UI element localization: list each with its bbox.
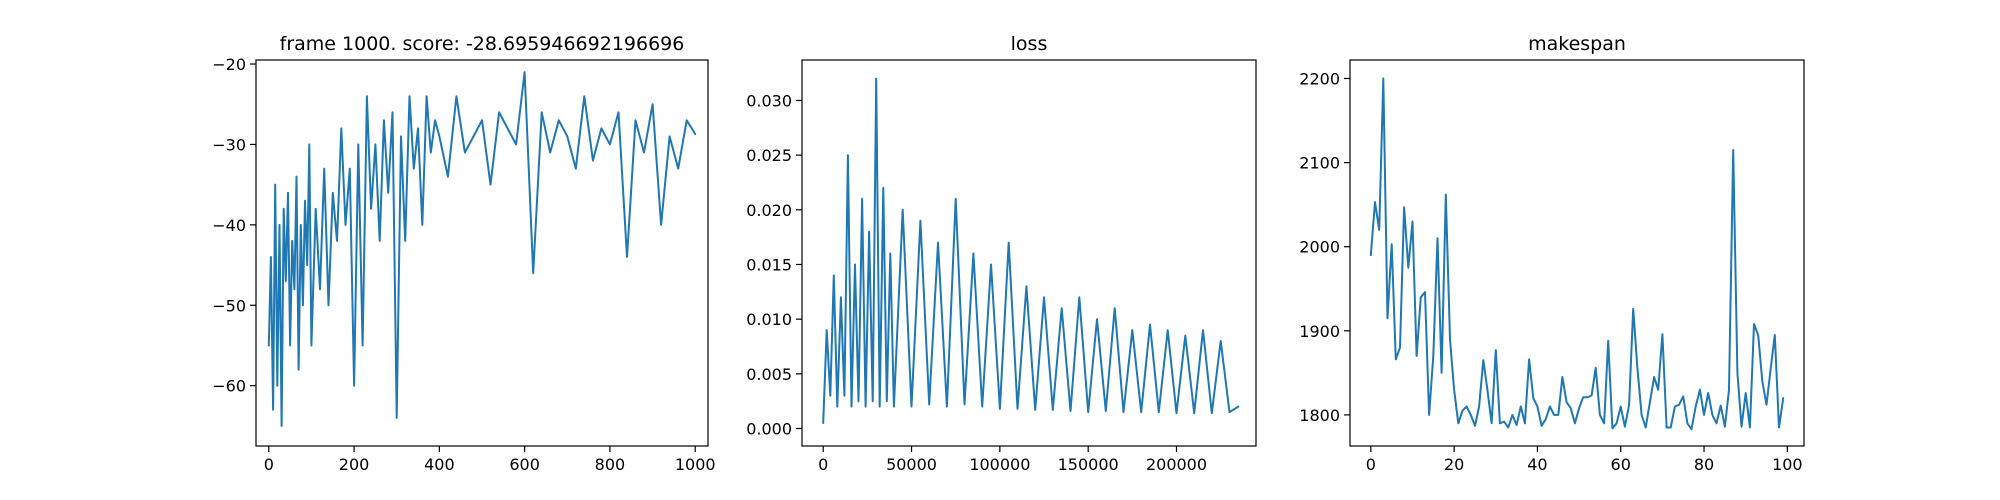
loss-axes-frame: [801, 59, 1257, 447]
makespan-y-tick-label: 1900: [1299, 322, 1340, 341]
score-x-tick-label: 200: [339, 455, 370, 474]
loss-x-tick-label: 0: [818, 455, 828, 474]
makespan-y-tick-label: 2200: [1299, 70, 1340, 89]
loss-x-tick-label: 50000: [886, 455, 937, 474]
makespan-axes-frame: [1349, 59, 1805, 447]
loss-y-tick-label: 0.025: [746, 146, 792, 165]
score-y-tick-label: −30: [212, 135, 246, 154]
loss-x-tick-label: 150000: [1058, 455, 1119, 474]
makespan-x-tick-label: 0: [1366, 455, 1376, 474]
makespan-x-tick-label: 80: [1694, 455, 1714, 474]
loss-x-tick-label: 200000: [1146, 455, 1207, 474]
score-axes-frame: [255, 59, 709, 447]
makespan-series-line: [1369, 77, 1785, 431]
score-x-tick-label: 400: [424, 455, 455, 474]
chart-makespan: 0 20 40 60 80 100 1800 1900 2000 2100 2200 makespan: [1299, 33, 1805, 474]
makespan-y-tick-label: 1800: [1299, 406, 1340, 425]
makespan-y-tick-label: 2000: [1299, 238, 1340, 257]
score-x-tick-label: 0: [264, 455, 274, 474]
score-y-tick-label: −60: [212, 377, 246, 396]
score-y-tick-label: −20: [212, 55, 246, 74]
chart-loss: 0 50000 100000 150000 200000 0.000 0.005 0.010 0…: [746, 33, 1257, 474]
loss-y-tick-label: 0.005: [746, 365, 792, 384]
loss-y-tick-label: 0.015: [746, 255, 792, 274]
score-y-tick-label: −50: [212, 296, 246, 315]
loss-y-tick-label: 0.030: [746, 91, 792, 110]
score-x-tick-label: 800: [595, 455, 626, 474]
makespan-x-tick-label: 40: [1527, 455, 1547, 474]
loss-y-tick-label: 0.020: [746, 201, 792, 220]
loss-x-tick-label: 100000: [969, 455, 1030, 474]
makespan-y-tick-label: 2100: [1299, 154, 1340, 173]
score-x-tick-label: 1000: [675, 455, 716, 474]
makespan-x-tick-label: 60: [1611, 455, 1631, 474]
loss-chart-title: loss: [1011, 33, 1048, 55]
score-x-tick-label: 600: [509, 455, 540, 474]
score-series-line: [267, 71, 697, 427]
makespan-x-tick-label: 100: [1772, 455, 1803, 474]
loss-series-line: [822, 77, 1240, 424]
makespan-chart-title: makespan: [1528, 33, 1626, 55]
score-y-tick-label: −40: [212, 216, 246, 235]
makespan-x-tick-label: 20: [1444, 455, 1464, 474]
loss-y-tick-label: 0.010: [746, 310, 792, 329]
chart-score: 0 200 400 600 800 1000 −60 −50 −40 −30 −20 frame 10…: [212, 33, 715, 474]
loss-y-tick-label: 0.000: [746, 420, 792, 439]
score-chart-title: frame 1000. score: -28.695946692196696: [280, 33, 685, 55]
